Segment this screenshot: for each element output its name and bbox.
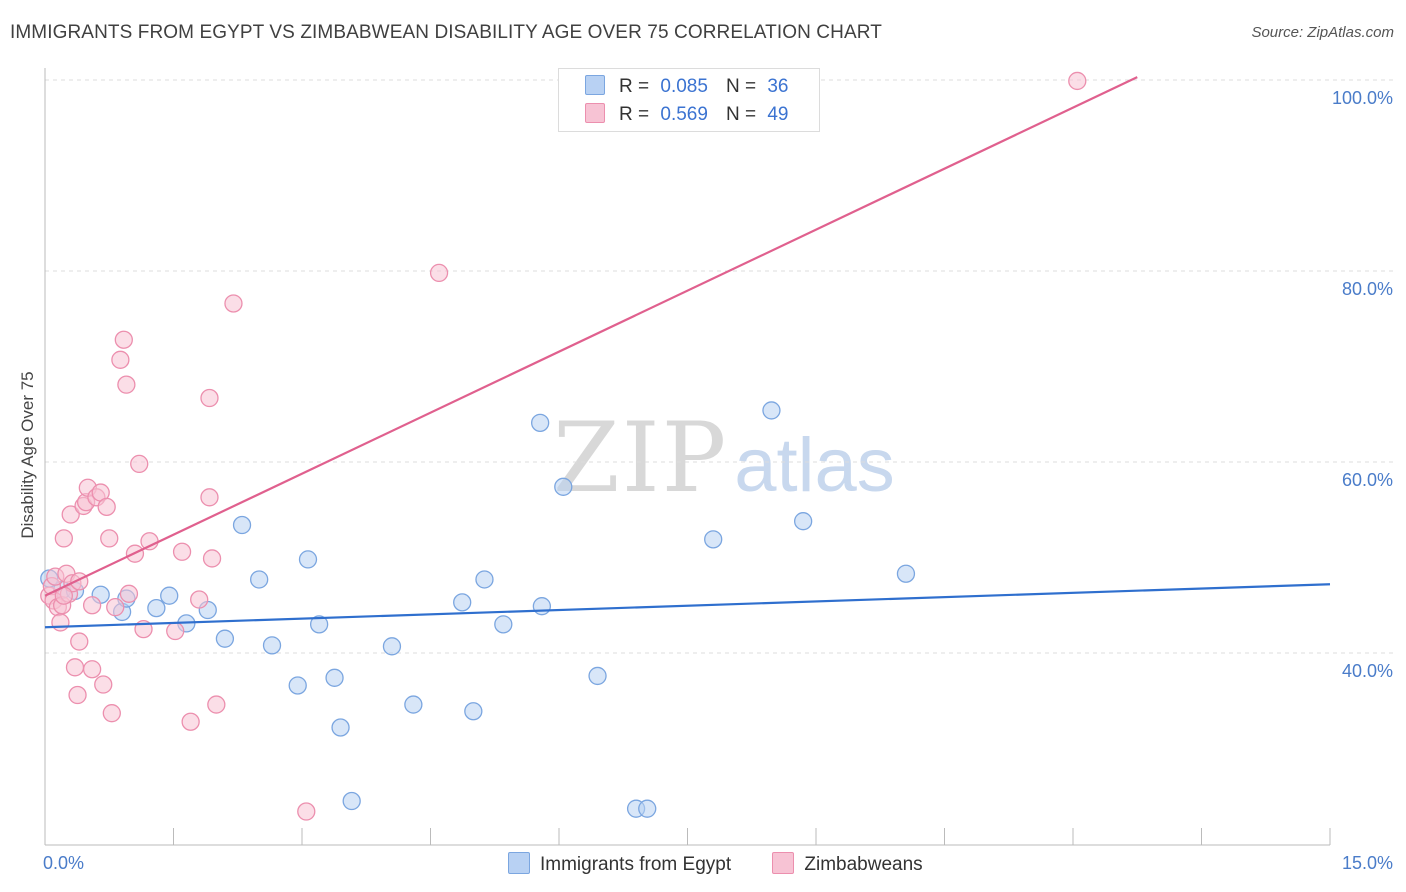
zimbabwe-point bbox=[82, 660, 102, 679]
egypt-point bbox=[494, 615, 513, 634]
legend-r-label: R = bbox=[619, 76, 650, 97]
stats-legend: R = 0.085 N = 36 R = 0.569 N = 49 bbox=[558, 68, 820, 132]
legend-r-value-zimbabwe: 0.569 bbox=[660, 104, 708, 125]
egypt-point bbox=[453, 593, 472, 612]
egypt-point bbox=[232, 515, 252, 535]
legend-swatch-egypt bbox=[508, 852, 530, 874]
legend-item-egypt[interactable]: Immigrants from Egypt bbox=[508, 852, 731, 876]
zimbabwe-point bbox=[102, 704, 121, 723]
zimbabwe-point bbox=[97, 497, 116, 517]
egypt-point bbox=[262, 636, 282, 655]
zimbabwe-trend-line bbox=[44, 76, 1138, 597]
legend-label-egypt: Immigrants from Egypt bbox=[540, 854, 732, 875]
source-label: Source: ZipAtlas.com bbox=[1251, 24, 1394, 41]
zimbabwe-point bbox=[1068, 71, 1087, 91]
legend-n-value-zimbabwe: 49 bbox=[767, 104, 789, 125]
legend-row-egypt: R = 0.085 N = 36 bbox=[585, 75, 788, 98]
y-tick-label: 40.0% bbox=[1342, 661, 1393, 681]
zimbabwe-point bbox=[54, 529, 73, 548]
legend-label-zimbabwe: Zimbabweans bbox=[804, 854, 923, 875]
egypt-point bbox=[331, 718, 350, 737]
zimbabwe-point bbox=[200, 488, 219, 507]
zimbabwe-point bbox=[130, 454, 149, 474]
x-tick-label: 0.0% bbox=[43, 853, 84, 873]
zimbabwe-point bbox=[181, 712, 200, 731]
grid-lines bbox=[45, 79, 1395, 654]
zimbabwe-point bbox=[100, 529, 119, 548]
zimbabwe-point bbox=[202, 549, 222, 568]
egypt-point bbox=[404, 695, 423, 714]
zimbabwe-point bbox=[224, 294, 243, 313]
y-tick-label: 100.0% bbox=[1332, 88, 1393, 108]
watermark: ZIPatlas bbox=[553, 402, 895, 514]
trend-lines bbox=[44, 76, 1331, 629]
zimbabwe-point bbox=[119, 584, 139, 603]
egypt-point bbox=[762, 401, 781, 420]
watermark-zip: ZIP bbox=[553, 402, 729, 514]
egypt-point bbox=[531, 413, 550, 432]
legend-item-zimbabwe[interactable]: Zimbabweans bbox=[772, 852, 923, 876]
zimbabwe-point bbox=[111, 350, 130, 369]
egypt-point bbox=[382, 637, 402, 656]
data-points bbox=[40, 71, 1087, 821]
zimbabwe-point bbox=[172, 542, 192, 561]
y-tick-label: 80.0% bbox=[1342, 279, 1393, 299]
watermark-atlas: atlas bbox=[734, 423, 895, 508]
egypt-point bbox=[896, 564, 916, 583]
zimbabwe-point bbox=[65, 658, 85, 677]
zimbabwe-point bbox=[166, 621, 185, 641]
egypt-point bbox=[309, 615, 329, 634]
legend-n-label: N = bbox=[725, 104, 757, 125]
egypt-point bbox=[554, 477, 573, 496]
chart-title: IMMIGRANTS FROM EGYPT VS ZIMBABWEAN DISA… bbox=[10, 22, 882, 43]
egypt-point bbox=[588, 666, 607, 686]
zimbabwe-point bbox=[429, 263, 449, 283]
egypt-point bbox=[475, 570, 494, 589]
zimbabwe-point bbox=[94, 675, 113, 694]
y-axis-label: Disability Age Over 75 bbox=[18, 371, 37, 539]
egypt-point bbox=[288, 676, 307, 695]
egypt-point bbox=[147, 598, 166, 618]
egypt-point bbox=[160, 586, 179, 605]
legend-r-value-egypt: 0.085 bbox=[660, 76, 708, 97]
zimbabwe-point bbox=[61, 505, 80, 524]
egypt-point bbox=[250, 570, 269, 589]
egypt-point bbox=[464, 702, 483, 721]
legend-row-zimbabwe: R = 0.569 N = 49 bbox=[585, 103, 788, 126]
zimbabwe-point bbox=[297, 802, 316, 821]
zimbabwe-point bbox=[200, 388, 219, 408]
zimbabwe-point bbox=[207, 695, 226, 714]
egypt-point bbox=[298, 550, 318, 569]
zimbabwe-point bbox=[51, 613, 70, 632]
legend-r-label: R = bbox=[619, 104, 650, 125]
legend-swatch-egypt bbox=[585, 75, 605, 95]
legend-n-label: N = bbox=[725, 76, 757, 97]
legend-swatch-zimbabwe bbox=[772, 852, 795, 874]
egypt-point bbox=[704, 530, 723, 549]
y-tick-label: 60.0% bbox=[1342, 470, 1393, 490]
zimbabwe-point bbox=[190, 590, 209, 609]
legend-swatch-zimbabwe bbox=[585, 103, 605, 123]
egypt-point bbox=[342, 791, 361, 811]
egypt-trend-line bbox=[44, 583, 1331, 629]
zimbabwe-point bbox=[68, 685, 87, 705]
legend-n-value-egypt: 36 bbox=[767, 76, 789, 97]
series-legend: Immigrants from Egypt Zimbabweans bbox=[508, 852, 959, 876]
zimbabwe-point bbox=[106, 598, 125, 617]
zimbabwe-point bbox=[117, 375, 136, 394]
egypt-point bbox=[532, 597, 552, 616]
egypt-point bbox=[638, 799, 657, 818]
zimbabwe-point bbox=[114, 330, 133, 349]
zimbabwe-point bbox=[70, 632, 89, 651]
x-tick-label: 15.0% bbox=[1342, 853, 1393, 873]
zimbabwe-point bbox=[82, 596, 102, 615]
egypt-point bbox=[325, 668, 344, 687]
tick-labels: 40.0% 60.0% 80.0% 100.0% 0.0% 15.0% bbox=[43, 88, 1393, 873]
egypt-point bbox=[794, 512, 813, 531]
egypt-point bbox=[215, 629, 235, 648]
axes bbox=[44, 68, 1331, 846]
